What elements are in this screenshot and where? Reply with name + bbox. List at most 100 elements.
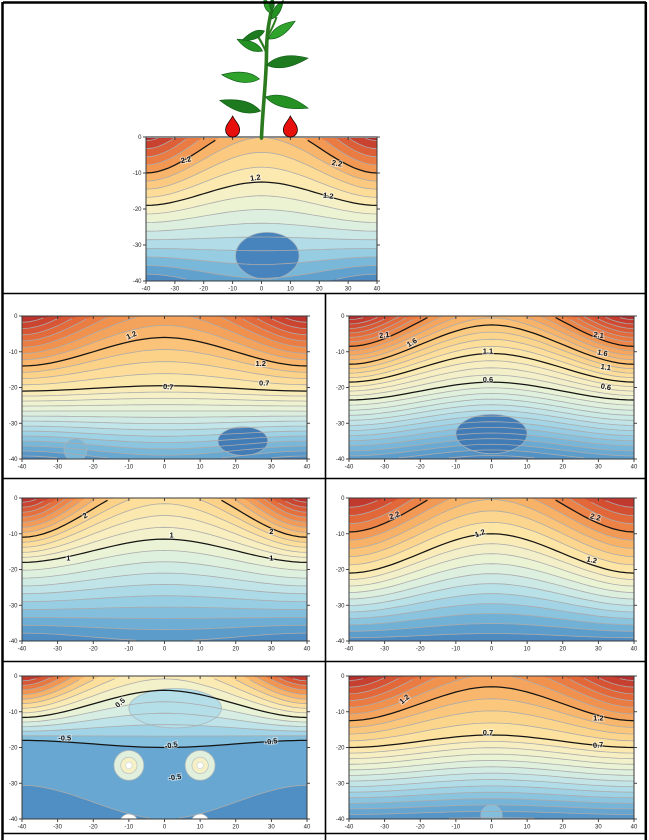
contour-value-label: 0.7	[163, 382, 174, 392]
y-tick-label: -30	[133, 243, 142, 249]
contour-plot-row4-right: -40 -30 -20 -10 0 10 20 30 400-10-20-30-401.21.2…	[336, 674, 638, 831]
axes: -40 -30 -20 -10 0 10 20 30 40 0 -10 -20 -30 -40	[9, 496, 311, 653]
x-tick-label: 0	[490, 465, 494, 471]
x-tick-label: -30	[171, 287, 180, 293]
y-tick-label: 0	[14, 496, 18, 502]
x-tick-label: 0	[260, 287, 264, 293]
x-tick-label: 40	[631, 465, 638, 471]
x-tick-label: 10	[524, 465, 531, 471]
contour-value-label: 2	[81, 511, 89, 521]
x-tick-label: 20	[232, 647, 239, 653]
contour-lines	[349, 316, 634, 459]
contour-value-label: 2.2	[589, 511, 601, 522]
y-tick-label: -10	[336, 350, 345, 356]
contour-value-label: 1.2	[586, 554, 598, 565]
contour-features	[455, 413, 528, 455]
contour-value-label: 1.2	[250, 173, 262, 183]
contour-value-label: 2.2	[180, 154, 192, 165]
y-tick-label: -40	[336, 817, 345, 823]
y-tick-label: -20	[9, 568, 18, 574]
contour-value-label: 2.1	[378, 330, 390, 340]
x-tick-label: 0	[490, 825, 494, 831]
x-tick-label: 30	[268, 465, 275, 471]
x-tick-label: 40	[631, 825, 638, 831]
y-tick-label: 0	[341, 496, 345, 502]
x-tick-label: 0	[163, 825, 167, 831]
contour-value-label: 0.7	[593, 740, 604, 750]
contour-lines	[349, 498, 634, 639]
x-tick-label: -40	[18, 647, 27, 653]
axes: -40 -30 -20 -10 0 10 20 30 40 0 -10 -20 -30 -40	[9, 674, 311, 831]
x-tick-label: 40	[374, 287, 381, 293]
x-tick-label: 30	[268, 825, 275, 831]
contour-fills	[146, 137, 377, 281]
contour-value-label: 1	[269, 554, 273, 563]
x-tick-label: 30	[595, 465, 602, 471]
axes: -40 -30 -20 -10 0 10 20 30 40 0 -10 -20 -30 -40	[336, 674, 638, 831]
x-tick-label: 10	[197, 825, 204, 831]
x-tick-label: 40	[304, 465, 311, 471]
y-tick-label: -30	[336, 421, 345, 427]
x-tick-label: -40	[345, 465, 354, 471]
dripper-leach-spot-core	[125, 761, 133, 769]
x-tick-label: 20	[559, 825, 566, 831]
y-tick-label: -20	[336, 568, 345, 574]
x-tick-label: -30	[380, 647, 389, 653]
x-tick-label: 10	[197, 465, 204, 471]
axes: -40 -30 -20 -10 0 10 20 30 40 0 -10 -20 -30 -40	[9, 314, 311, 471]
x-tick-label: -20	[416, 825, 425, 831]
y-tick-label: 0	[341, 314, 345, 320]
dripper-leach-spot-core	[196, 761, 204, 769]
plant-leaf	[268, 20, 296, 40]
plant-leaf	[271, 0, 284, 20]
closed-contour-blob	[217, 426, 269, 456]
contour-features	[235, 232, 300, 280]
x-tick-label: -10	[452, 647, 461, 653]
axes: -40 -30 -20 -10 0 10 20 30 40 0 -10 -20 -30 -40	[133, 135, 381, 293]
x-tick-label: -40	[18, 825, 27, 831]
x-tick-label: 40	[631, 647, 638, 653]
x-tick-label: -20	[416, 465, 425, 471]
contour-lines	[22, 498, 307, 641]
contour-value-label: 2	[269, 527, 273, 536]
contour-features	[113, 688, 222, 819]
x-tick-label: -30	[53, 825, 62, 831]
contour-plot-main-top: -40 -30 -20 -10 0 10 20 30 400-10-20-30-402.2 2.2…	[133, 135, 381, 293]
contour-value-label: 0.7	[259, 379, 269, 388]
y-tick-label: -30	[336, 781, 345, 787]
plant-leaf	[269, 0, 275, 11]
y-tick-label: -20	[336, 386, 345, 392]
contour-labels: 2 2 1 1 1	[65, 510, 274, 564]
x-tick-label: 10	[524, 647, 531, 653]
contour-value-label: 1.2	[255, 359, 265, 368]
y-tick-label: -30	[9, 421, 18, 427]
x-tick-label: 30	[595, 647, 602, 653]
y-tick-label: -30	[336, 603, 345, 609]
x-tick-label: 10	[524, 825, 531, 831]
y-tick-label: -40	[133, 279, 142, 285]
x-tick-label: -40	[18, 465, 27, 471]
y-tick-label: -30	[9, 781, 18, 787]
x-tick-label: -20	[89, 465, 98, 471]
x-tick-label: -10	[452, 825, 461, 831]
contour-value-label: 0.6	[483, 375, 493, 384]
x-tick-label: -10	[452, 465, 461, 471]
x-tick-label: 0	[490, 647, 494, 653]
contour-labels: 2.2 2.2 1.2 1.2	[179, 153, 344, 202]
contour-lines	[22, 676, 307, 819]
y-tick-label: -40	[336, 457, 345, 463]
y-tick-label: -20	[133, 207, 142, 213]
y-tick-label: -10	[336, 532, 345, 538]
contour-value-label: -0.5	[264, 736, 278, 747]
x-tick-label: -20	[89, 647, 98, 653]
y-tick-label: 0	[14, 314, 18, 320]
x-tick-label: 40	[304, 647, 311, 653]
x-tick-label: -30	[53, 465, 62, 471]
contour-value-label: 0.6	[600, 381, 612, 392]
x-tick-label: 10	[197, 647, 204, 653]
x-tick-label: 40	[304, 825, 311, 831]
x-tick-label: -10	[125, 465, 134, 471]
